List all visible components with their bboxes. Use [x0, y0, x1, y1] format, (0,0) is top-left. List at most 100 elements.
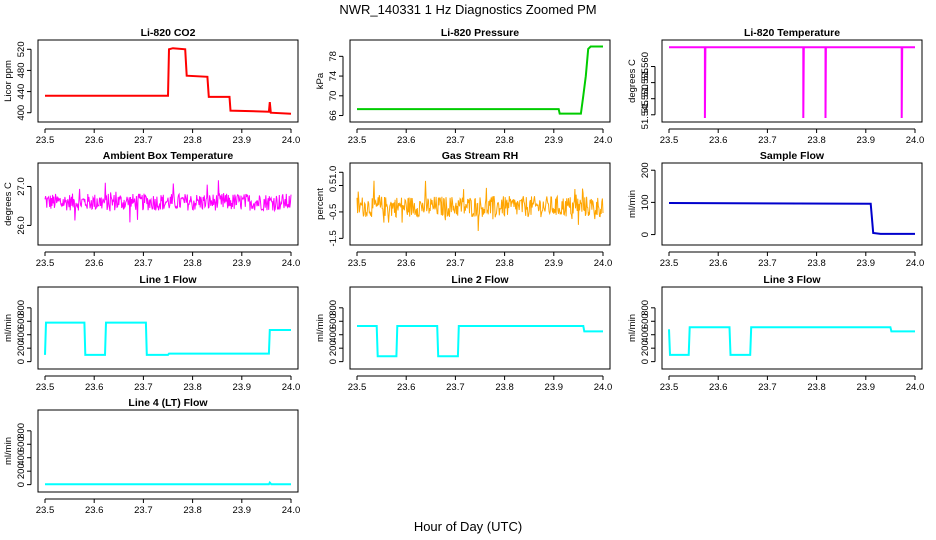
panel-title: Line 1 Flow [139, 274, 197, 286]
x-tick-label: 23.8 [807, 135, 826, 146]
x-tick-label: 23.6 [85, 505, 104, 516]
x-tick-label: 23.6 [397, 258, 416, 269]
y-tick-label: 0 [640, 359, 651, 364]
y-tick-label: 200 [16, 340, 27, 356]
x-tick-label: 23.6 [85, 258, 104, 269]
x-tick-label: 23.7 [134, 382, 153, 393]
x-tick-label: 23.5 [660, 135, 679, 146]
panel-title: Line 2 Flow [451, 274, 509, 286]
y-axis-label: ml/min [3, 437, 14, 465]
x-tick-label: 24.0 [282, 258, 301, 269]
y-axis-label: ml/min [627, 190, 638, 218]
x-tick-label: 23.9 [233, 382, 252, 393]
panel-title: Line 4 (LT) Flow [128, 397, 208, 409]
y-tick-label: 0.5 [328, 179, 339, 192]
panel-title: Li-820 CO2 [141, 27, 196, 39]
y-tick-label: 0 [328, 359, 339, 364]
y-tick-label: 1.0 [328, 166, 339, 179]
y-tick-label: 66 [328, 110, 339, 121]
x-tick-label: 24.0 [906, 135, 925, 146]
y-tick-label: 74 [328, 71, 339, 82]
y-axis-label: Licor ppm [3, 60, 14, 102]
plot-frame [37, 39, 299, 123]
y-tick-label: 440 [16, 84, 27, 100]
plot-frame [37, 286, 299, 370]
y-tick-label: 0 [16, 359, 27, 364]
figure-title: NWR_140331 1 Hz Diagnostics Zoomed PM [339, 2, 596, 17]
y-tick-label: 400 [640, 327, 651, 343]
y-tick-label: 51.555 [640, 68, 651, 97]
y-tick-label: 0 [16, 482, 27, 487]
panel-title: Li-820 Pressure [441, 27, 519, 39]
x-tick-label: 23.8 [183, 382, 202, 393]
x-tick-label: 23.5 [348, 382, 367, 393]
x-tick-label: 23.9 [233, 258, 252, 269]
x-tick-label: 23.9 [857, 135, 876, 146]
x-tick-label: 24.0 [594, 382, 613, 393]
figure-xlabel: Hour of Day (UTC) [414, 519, 522, 534]
x-tick-label: 23.6 [397, 382, 416, 393]
series-line [668, 202, 915, 235]
x-tick-label: 23.5 [348, 258, 367, 269]
series-line [357, 45, 603, 115]
y-tick-label: -0.5 [328, 204, 339, 220]
series-line [44, 180, 292, 223]
x-tick-label: 24.0 [594, 258, 613, 269]
x-tick-label: 23.7 [134, 258, 153, 269]
x-tick-label: 23.7 [758, 382, 777, 393]
panel-title: Line 3 Flow [763, 274, 821, 286]
y-tick-label: 400 [328, 327, 339, 343]
x-tick-label: 23.9 [857, 382, 876, 393]
plot-frame [37, 409, 299, 493]
x-tick-label: 23.6 [85, 382, 104, 393]
x-tick-label: 23.6 [397, 135, 416, 146]
y-tick-label: 400 [16, 105, 27, 121]
plot-frame [37, 162, 299, 246]
x-tick-label: 23.5 [348, 135, 367, 146]
x-tick-label: 24.0 [282, 505, 301, 516]
x-tick-label: 23.8 [807, 382, 826, 393]
y-axis-label: ml/min [3, 314, 14, 342]
y-tick-label: 200 [16, 463, 27, 479]
plot-frame [661, 286, 923, 370]
x-tick-label: 23.6 [709, 382, 728, 393]
panel-3: Ambient Box Temperature 23.5 23.6 23.7 23.8 2… [3, 150, 300, 269]
x-tick-label: 23.5 [36, 382, 55, 393]
x-tick-label: 23.7 [134, 505, 153, 516]
panel-9: Line 4 (LT) Flow 23.5 23.6 23.7 23.8 23.9 24.0… [3, 397, 300, 516]
x-tick-label: 23.8 [183, 258, 202, 269]
y-tick-label: 200 [328, 340, 339, 356]
series-line [669, 46, 915, 119]
plot-frame [661, 162, 923, 246]
y-tick-label: -1.5 [328, 230, 339, 246]
y-tick-label: 800 [16, 300, 27, 316]
x-tick-label: 24.0 [906, 258, 925, 269]
plot-frame [349, 286, 611, 370]
x-tick-label: 24.0 [594, 135, 613, 146]
y-tick-label: 800 [328, 300, 339, 316]
series-line [668, 326, 915, 356]
panel-title: Ambient Box Temperature [103, 150, 234, 162]
plot-frame [349, 162, 611, 246]
panel-2: Li-820 Temperature 23.5 23.6 23.7 23.8 23.9 24… [627, 27, 924, 146]
x-tick-label: 23.7 [758, 258, 777, 269]
panel-0: Li-820 CO2 23.5 23.6 23.7 23.8 23.9 24.0 400 440… [3, 27, 300, 146]
y-tick-label: 0 [640, 232, 651, 237]
plot-frame [349, 39, 611, 123]
y-axis-label: degrees C [3, 182, 14, 226]
y-tick-label: 51.550 [640, 84, 651, 113]
y-axis-label: percent [315, 188, 326, 220]
x-tick-label: 23.8 [495, 382, 514, 393]
x-tick-label: 23.7 [758, 135, 777, 146]
x-tick-label: 23.8 [495, 135, 514, 146]
x-tick-label: 24.0 [906, 382, 925, 393]
y-tick-label: 600 [328, 313, 339, 329]
series-line [356, 180, 604, 232]
y-tick-label: 400 [16, 327, 27, 343]
panels: Li-820 CO2 23.5 23.6 23.7 23.8 23.9 24.0 400 440… [3, 27, 924, 516]
x-tick-label: 23.6 [709, 135, 728, 146]
panel-title: Sample Flow [760, 150, 825, 162]
y-tick-label: 600 [640, 313, 651, 329]
y-axis-label: degrees C [627, 59, 638, 103]
x-tick-label: 24.0 [282, 135, 301, 146]
